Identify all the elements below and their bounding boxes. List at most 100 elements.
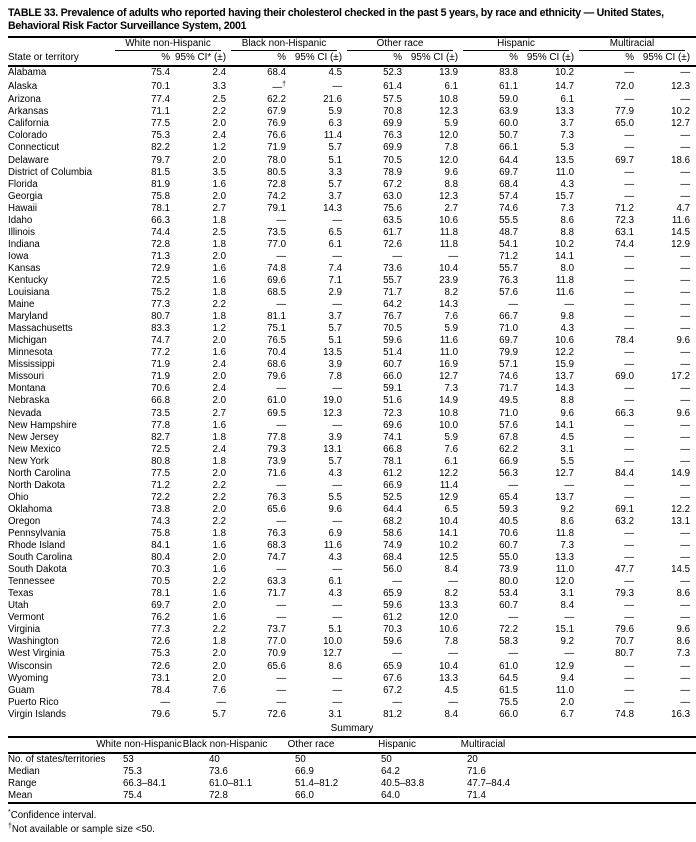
state-name: Colorado xyxy=(8,130,48,142)
percent-value: 40.5 xyxy=(499,515,518,527)
table-row: South Carolina 80.4 2.0 74.7 4.3 68.4 12.5 55.0… xyxy=(8,552,696,564)
percent-value: 78.4 xyxy=(151,684,170,696)
summary-value: 66.0 xyxy=(295,789,314,801)
percent-value: 76.2 xyxy=(151,612,170,624)
ci-value: 12.9 xyxy=(439,491,458,503)
percent-value: — xyxy=(624,395,634,407)
ci-value: 2.4 xyxy=(212,130,226,142)
summary-group-header: White non-Hispanic xyxy=(96,736,209,754)
state-name: Arkansas xyxy=(8,106,49,118)
ci-value: — xyxy=(332,383,342,395)
ci-value: 1.6 xyxy=(212,612,226,624)
percent-value: 75.1 xyxy=(267,323,286,335)
state-name: Maryland xyxy=(8,311,48,323)
ci-value: 5.1 xyxy=(328,335,342,347)
ci-value: — xyxy=(680,684,691,696)
state-name: Nebraska xyxy=(8,395,50,407)
ci-value: — xyxy=(680,275,691,286)
percent-value: 74.9 xyxy=(383,540,402,552)
percent-value: 79.7 xyxy=(151,154,170,166)
ci-value: — xyxy=(680,395,691,407)
ci-value: 7.6 xyxy=(212,684,226,696)
ci-value: 13.7 xyxy=(555,371,574,383)
ci-column-label: 95% CI* (±) xyxy=(170,51,226,67)
ci-value: 9.2 xyxy=(560,503,574,515)
percent-value: — xyxy=(392,576,402,588)
ci-value: 9.6 xyxy=(560,407,574,419)
percent-value: 63.5 xyxy=(383,214,402,226)
percent-value: — xyxy=(276,515,286,527)
ci-value: 1.8 xyxy=(212,636,226,648)
percent-value: — xyxy=(508,648,518,660)
percent-value: 57.6 xyxy=(499,419,518,431)
percent-value: 68.4 xyxy=(383,552,402,564)
percent-value: 55.7 xyxy=(383,275,402,286)
state-name: Indiana xyxy=(8,238,40,250)
ci-value: 2.0 xyxy=(212,190,226,202)
percent-value: — xyxy=(276,672,286,684)
percent-value: — xyxy=(392,648,402,660)
state-name: New York xyxy=(8,455,49,467)
percent-value: 78.1 xyxy=(383,455,402,467)
percent-value: 73.9 xyxy=(267,455,286,467)
ci-value: 1.6 xyxy=(212,540,226,552)
ci-value: 10.4 xyxy=(439,660,458,672)
ci-value: 4.5 xyxy=(560,431,574,443)
ci-value: 4.3 xyxy=(560,323,574,335)
ci-value: 14.3 xyxy=(323,202,342,214)
ci-value: — xyxy=(332,299,342,311)
ci-value: 5.7 xyxy=(328,455,342,467)
filler xyxy=(690,480,696,492)
ci-value: 12.5 xyxy=(439,552,458,564)
filler xyxy=(690,79,696,94)
percent-value: 52.3 xyxy=(383,67,402,79)
percent-value: 77.0 xyxy=(267,238,286,250)
ci-value: 2.0 xyxy=(212,371,226,383)
state-name: Vermont xyxy=(8,612,45,624)
table-row: Oklahoma 73.8 2.0 65.6 9.6 64.4 6.5 59.3 9.2 69.1… xyxy=(8,504,696,516)
ci-value: 2.7 xyxy=(212,407,226,419)
percent-value: 70.6 xyxy=(151,383,170,395)
filler xyxy=(690,504,696,516)
summary-row-label: Median xyxy=(8,765,40,777)
filler xyxy=(690,588,696,600)
percent-value: 79.1 xyxy=(267,202,286,214)
percent-value: 61.4 xyxy=(383,80,402,92)
state-name: Iowa xyxy=(8,250,29,262)
ci-value: 6.5 xyxy=(444,503,458,515)
ci-value: 12.7 xyxy=(555,467,574,479)
percent-value: 72.6 xyxy=(151,660,170,672)
state-name: Pennsylvania xyxy=(8,527,66,539)
filler xyxy=(690,624,696,636)
percent-value: 72.9 xyxy=(151,262,170,274)
percent-value: 68.3 xyxy=(267,540,286,552)
percent-value: 65.9 xyxy=(383,660,402,672)
percent-value: 66.8 xyxy=(151,395,170,407)
ci-value: 8.2 xyxy=(444,588,458,600)
ci-value: 3.9 xyxy=(328,359,342,371)
ci-value: 2.4 xyxy=(212,383,226,395)
percent-value: 62.2 xyxy=(499,443,518,455)
percent-value: 73.5 xyxy=(267,226,286,238)
percent-value: 58.3 xyxy=(499,636,518,648)
ci-value: 10.0 xyxy=(323,636,342,648)
percent-value: 81.2 xyxy=(383,708,402,720)
ci-value: 2.5 xyxy=(212,226,226,238)
percent-value: 69.5 xyxy=(267,407,286,419)
percent-value: 83.3 xyxy=(151,323,170,335)
table-row: Texas 78.1 1.6 71.7 4.3 65.9 8.2 53.4 3.1 79.3 8.6 xyxy=(8,588,696,600)
table-row: Kentucky 72.5 1.6 69.6 7.1 55.7 23.9 76.3 11.8 — — xyxy=(8,275,696,287)
summary-group-header-label: Other race xyxy=(287,739,335,751)
ci-value: 5.9 xyxy=(444,431,458,443)
state-name: North Dakota xyxy=(8,479,66,491)
percent-value: — xyxy=(624,323,634,335)
ci-value: — xyxy=(680,347,691,359)
ci-value: 13.3 xyxy=(555,552,574,564)
percent-value: 59.0 xyxy=(499,94,518,106)
percent-value: — xyxy=(276,479,286,491)
ci-value: 11.8 xyxy=(555,527,574,539)
ci-value: 10.6 xyxy=(439,214,458,226)
ci-value: 1.2 xyxy=(212,142,226,154)
summary-row: Median 75.3 73.6 66.9 64.2 71.6 xyxy=(8,766,696,778)
percent-value: — xyxy=(624,67,634,79)
